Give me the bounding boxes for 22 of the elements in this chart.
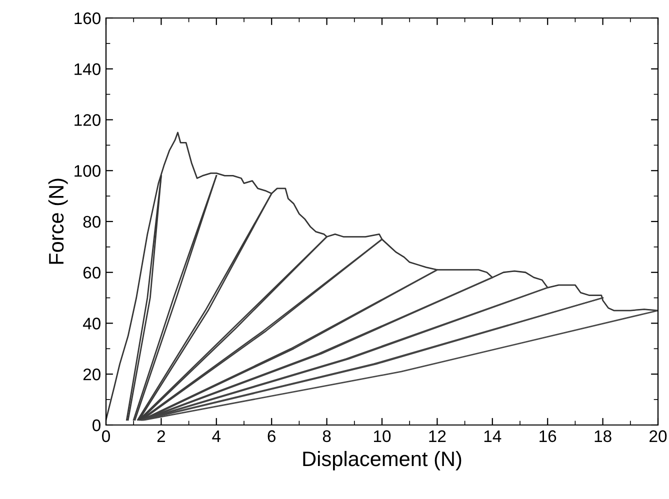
- x-tick-label: 14: [484, 430, 502, 442]
- x-tick-label: 8: [322, 430, 331, 442]
- y-tick-label: 40: [82, 318, 100, 330]
- x-tick-label: 10: [374, 430, 391, 442]
- y-tick-label: 160: [74, 12, 100, 24]
- x-tick-label: 18: [594, 430, 612, 442]
- x-tick-label: 16: [540, 430, 556, 442]
- x-axis-title: Displacement (N): [303, 450, 462, 470]
- x-tick-label: 0: [102, 430, 110, 442]
- x-tick-label: 20: [650, 430, 667, 442]
- y-tick-label: 120: [74, 114, 100, 126]
- y-tick-label: 80: [83, 216, 100, 228]
- x-tick-label: 2: [157, 430, 165, 442]
- x-tick-label: 4: [212, 430, 221, 442]
- x-tick-label: 6: [268, 430, 276, 442]
- y-tick-label: 20: [83, 368, 100, 380]
- y-tick-label: 140: [74, 63, 100, 76]
- y-tick-label: 60: [83, 266, 100, 279]
- y-tick-label: 0: [92, 419, 100, 432]
- x-tick-label: 12: [429, 430, 446, 442]
- y-axis-title: Force (N): [48, 178, 68, 264]
- y-tick-label: 100: [74, 165, 100, 177]
